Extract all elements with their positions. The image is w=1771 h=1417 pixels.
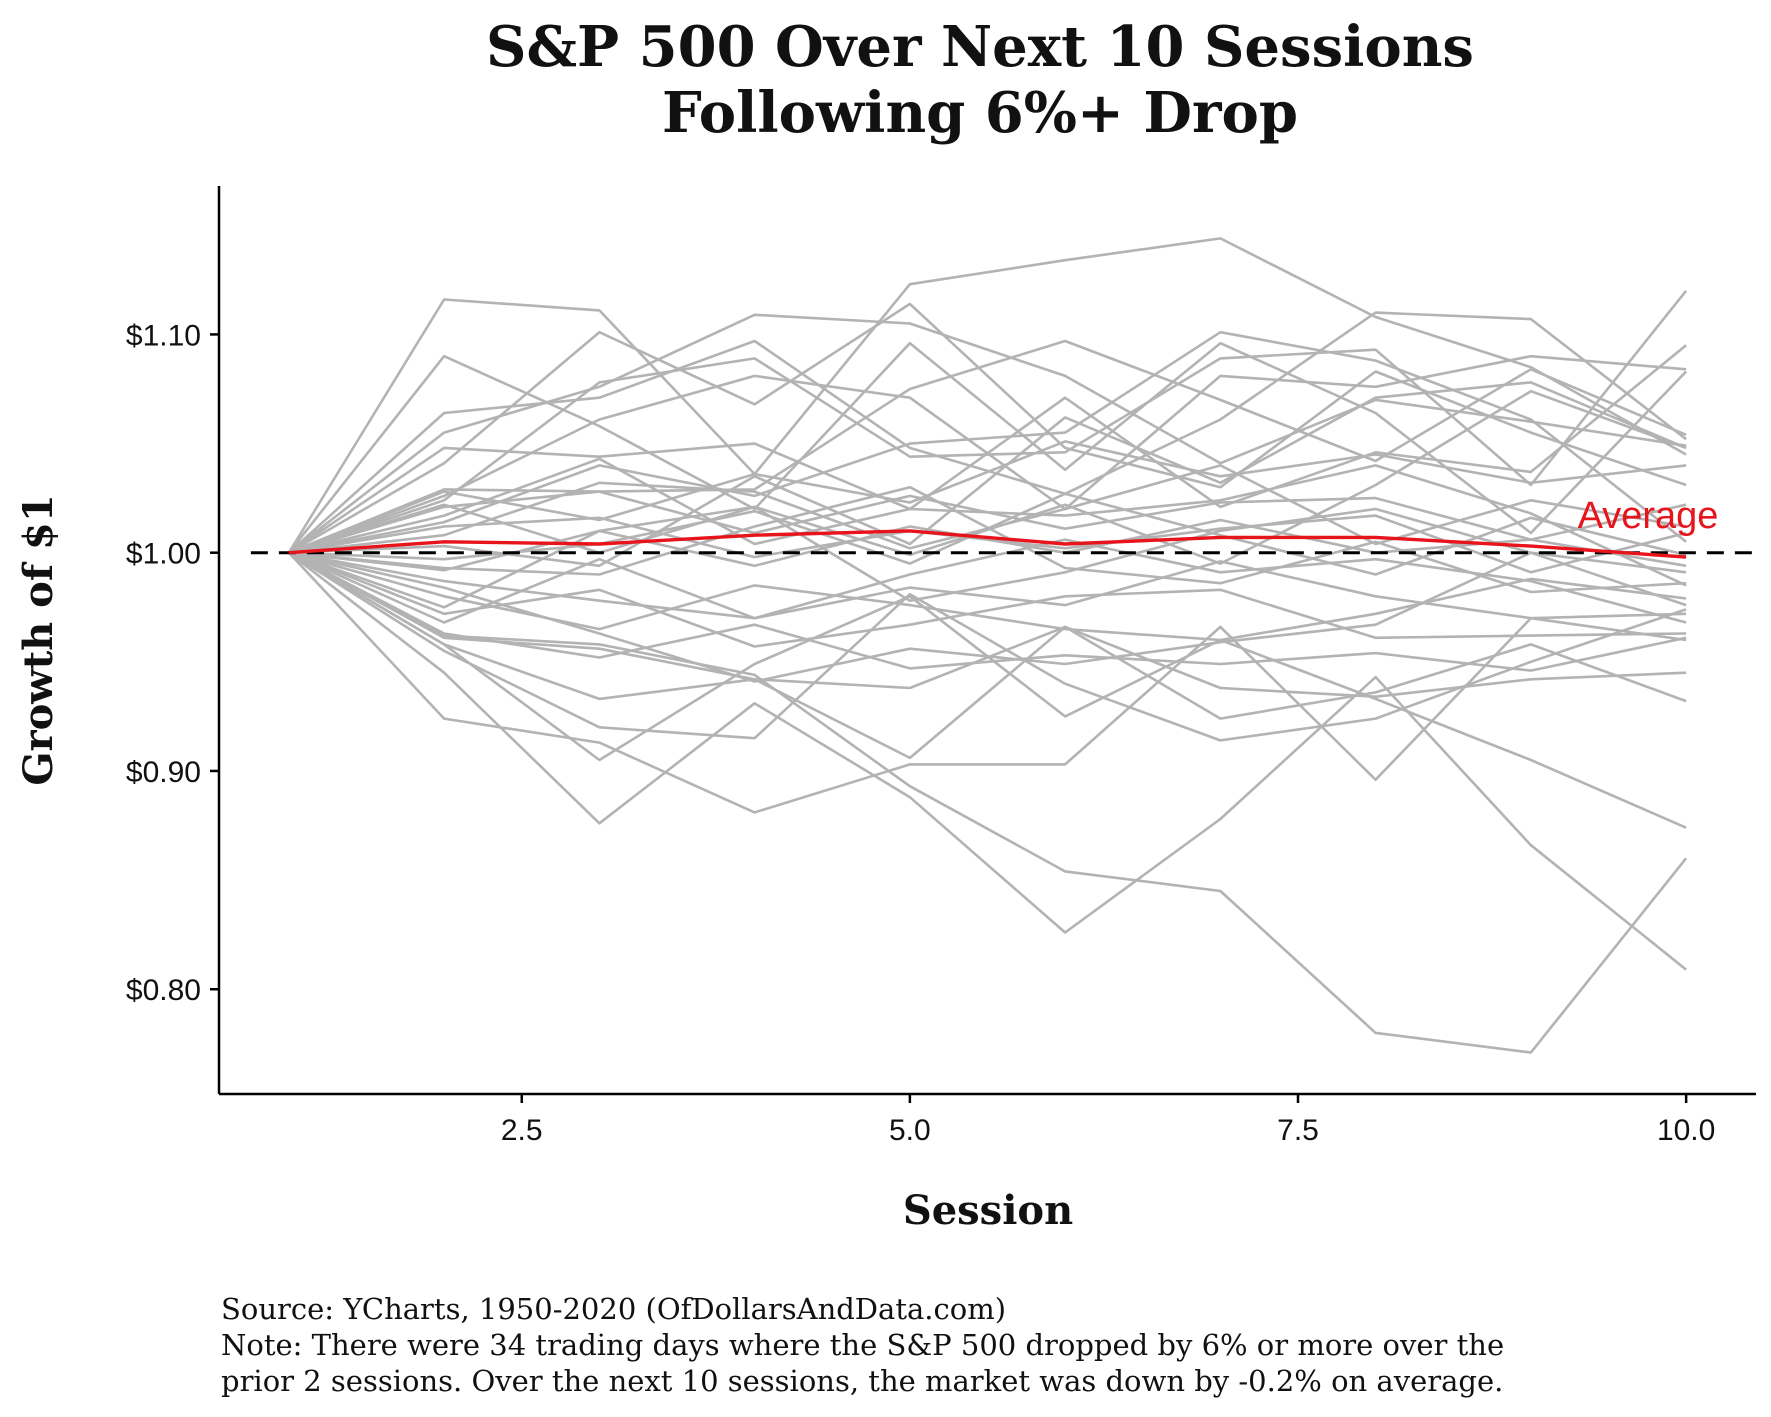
series-line-14 — [288, 485, 1687, 594]
x-tick-label: 10.0 — [1657, 1114, 1715, 1147]
series-line-29 — [288, 505, 1687, 609]
chart-title-line-1: S&P 500 Over Next 10 Sessions — [486, 14, 1474, 80]
series-line-30 — [288, 538, 1687, 624]
plot-area: Average — [250, 237, 1754, 1054]
series-line-20 — [288, 551, 1687, 760]
series-line-1 — [287, 237, 1687, 554]
series-line-6 — [288, 302, 1687, 554]
footer-note-line-1: Note: There were 34 trading days where t… — [221, 1328, 1504, 1362]
series-line-24 — [288, 551, 1687, 971]
series-line-17 — [288, 551, 1687, 648]
y-tick-label: $1.10 — [126, 319, 201, 352]
series-line-2 — [287, 341, 1688, 554]
y-axis-ticks: $0.80 $0.90 $1.00 $1.10 — [126, 319, 219, 1007]
y-tick-label: $0.80 — [126, 974, 201, 1007]
x-tick-label: 2.5 — [501, 1114, 543, 1147]
series-line-16 — [288, 551, 1687, 642]
series-line-3 — [288, 313, 1687, 554]
series-line-8 — [288, 344, 1687, 554]
series-line-21 — [288, 551, 1687, 742]
series-line-28 — [288, 339, 1687, 554]
series-line-25 — [288, 551, 1688, 1054]
series-line-13 — [288, 492, 1687, 576]
chart-title-line-2: Following 6%+ Drop — [662, 80, 1298, 146]
series-line-32 — [288, 551, 1687, 683]
x-axis-ticks: 2.5 5.0 7.5 10.0 — [501, 1094, 1715, 1147]
y-tick-label: $0.90 — [126, 756, 201, 789]
series-line-34 — [288, 518, 1687, 572]
footer-source: Source: YCharts, 1950-2020 (OfDollarsAnd… — [221, 1292, 1006, 1326]
average-label: Average — [1578, 495, 1719, 537]
footer-note-line-2: prior 2 sessions. Over the next 10 sessi… — [221, 1364, 1503, 1398]
series-line-23 — [287, 551, 1687, 814]
x-axis-title: Session — [903, 1187, 1073, 1234]
series-line-18 — [288, 551, 1687, 672]
series-line-26 — [288, 389, 1687, 565]
series-lines — [287, 237, 1688, 1054]
series-line-31 — [288, 381, 1687, 568]
y-tick-label: $1.00 — [126, 538, 201, 571]
series-line-33 — [288, 457, 1687, 587]
x-tick-label: 5.0 — [889, 1114, 931, 1147]
x-tick-label: 7.5 — [1277, 1114, 1319, 1147]
average-line — [288, 529, 1687, 559]
series-line-9 — [288, 440, 1687, 554]
y-axis-title: Growth of $1 — [15, 494, 62, 785]
